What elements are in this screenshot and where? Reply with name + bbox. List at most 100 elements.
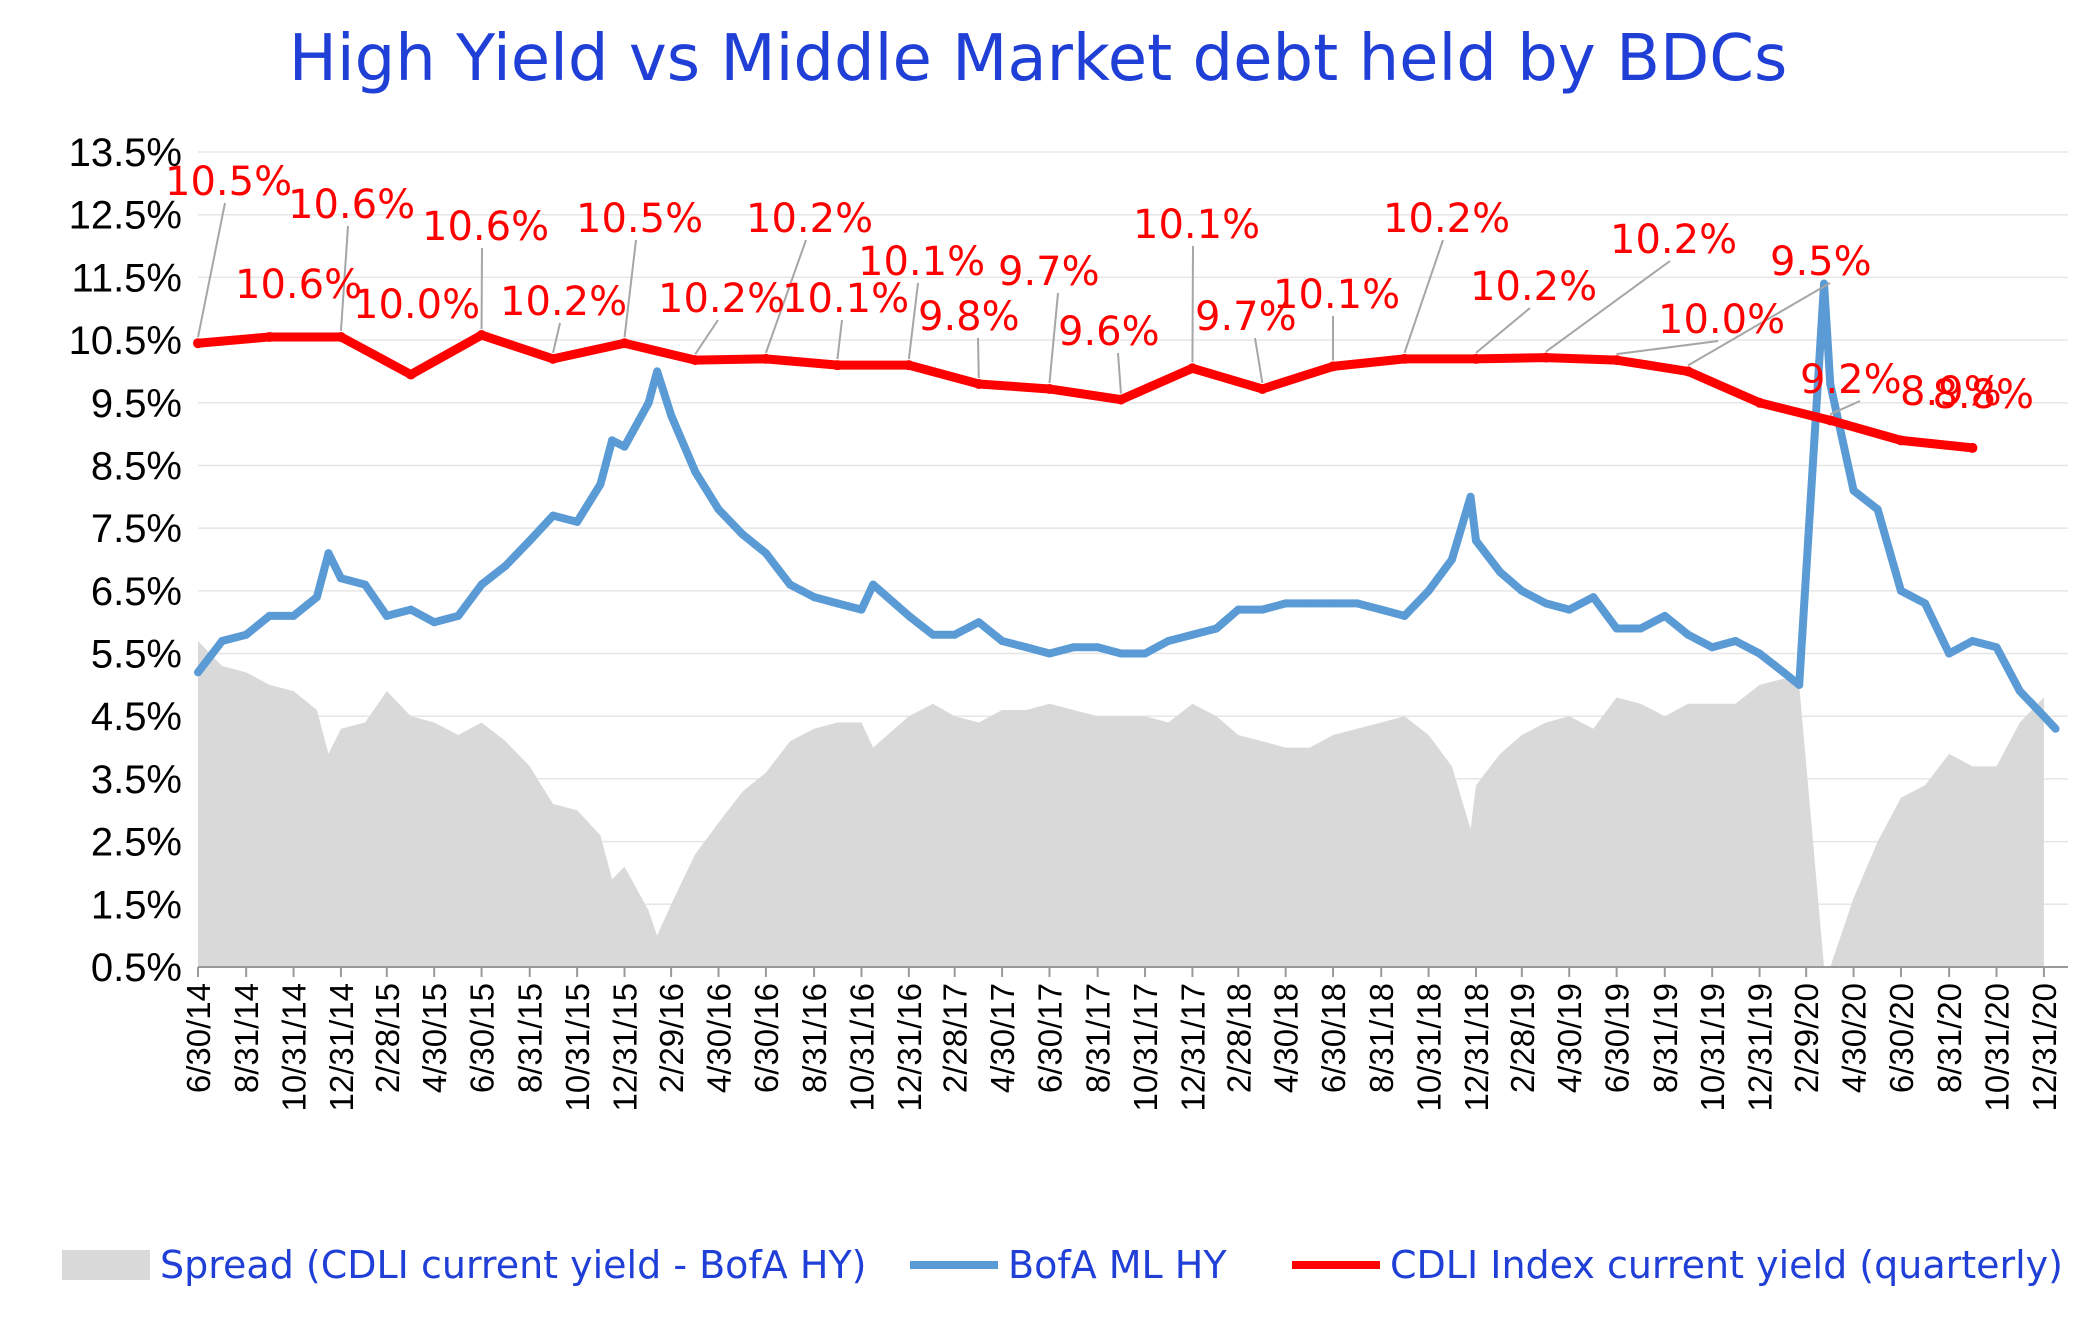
- hy-point: [1992, 643, 2001, 652]
- hy-point: [833, 599, 842, 608]
- cdli-data-label: 9.6%: [1058, 309, 1160, 355]
- x-tick-label: 4/30/18: [1268, 983, 1305, 1093]
- cdli-data-label: 10.5%: [576, 196, 703, 242]
- hy-point: [1116, 649, 1125, 658]
- label-leader-line: [339, 225, 349, 332]
- x-tick-label: 4/30/20: [1836, 983, 1873, 1093]
- x-tick-label: 8/31/15: [512, 983, 549, 1093]
- hy-point: [1541, 599, 1550, 608]
- spread-area: [198, 641, 2044, 967]
- hy-point: [1589, 593, 1598, 602]
- cdli-point: [548, 353, 559, 364]
- x-tick-label: 6/30/19: [1599, 983, 1636, 1093]
- y-tick-label: 10.5%: [69, 319, 182, 363]
- hy-point: [998, 637, 1007, 645]
- hy-point: [265, 611, 274, 620]
- hy-point: [1826, 379, 1835, 388]
- hy-point: [194, 668, 202, 677]
- legend: Spread (CDLI current yield - BofA HY) Bo…: [62, 1243, 2063, 1287]
- hy-point: [1447, 555, 1456, 564]
- hy-point: [2039, 712, 2048, 721]
- cdli-point: [1683, 366, 1694, 377]
- y-tick-label: 0.5%: [91, 946, 182, 990]
- cdli-point: [1967, 442, 1978, 453]
- cdli-data-label: 9.2%: [1800, 357, 1902, 403]
- hy-point: [1164, 637, 1173, 645]
- hy-point: [1849, 486, 1858, 495]
- x-tick-label: 10/31/19: [1694, 983, 1731, 1111]
- label-leader-line: [1191, 245, 1194, 363]
- hy-line-series: [194, 279, 2060, 733]
- cdli-point: [1754, 397, 1765, 408]
- hy-point: [1281, 599, 1290, 608]
- hy-point: [218, 637, 227, 645]
- x-tick-label: 10/31/16: [843, 983, 880, 1111]
- cdli-data-label: 9.7%: [1195, 294, 1297, 340]
- hy-point: [1188, 630, 1197, 639]
- y-tick-label: 2.5%: [91, 821, 182, 865]
- label-leader-line: [1616, 340, 1719, 356]
- x-tick-label: 10/31/15: [559, 983, 596, 1111]
- hy-point: [312, 593, 321, 602]
- hy-point: [1684, 630, 1693, 639]
- cdli-point: [1825, 415, 1836, 426]
- legend-label-hy: BofA ML HY: [1008, 1243, 1227, 1287]
- cdli-data-label: 10.2%: [658, 276, 785, 322]
- cdli-point: [1611, 355, 1622, 366]
- hy-point: [596, 480, 605, 489]
- hy-point: [1093, 643, 1102, 652]
- y-tick-label: 6.5%: [91, 570, 182, 614]
- x-tick-label: 6/30/16: [748, 983, 785, 1093]
- label-leader-line: [764, 239, 807, 354]
- cdli-data-label: 10.2%: [1610, 217, 1737, 263]
- hy-point: [738, 530, 747, 539]
- hy-point: [761, 549, 770, 558]
- hy-point: [2015, 687, 2024, 696]
- x-tick-label: 8/31/16: [796, 983, 833, 1093]
- hy-point: [1873, 505, 1882, 514]
- hy-point: [608, 436, 617, 445]
- cdli-point: [903, 360, 914, 371]
- x-tick-label: 2/28/19: [1504, 983, 1541, 1093]
- cdli-data-label: 8.9%: [1900, 369, 2002, 415]
- label-leader-line: [197, 202, 226, 338]
- hy-point: [1565, 605, 1574, 614]
- cdli-data-label: 10.1%: [1133, 202, 1260, 248]
- hy-point: [406, 605, 415, 614]
- hy-point: [714, 505, 723, 514]
- cdli-data-label: 10.2%: [746, 196, 873, 242]
- hy-point: [869, 580, 878, 589]
- cdli-point: [1044, 383, 1055, 394]
- x-tick-label: 4/30/15: [416, 983, 453, 1093]
- legend-label-spread: Spread (CDLI current yield - BofA HY): [160, 1243, 867, 1287]
- hy-point: [810, 593, 819, 602]
- y-axis: 13.5% 12.5% 11.5% 10.5% 9.5% 8.5% 7.5% 6.5% 5.5%…: [69, 131, 182, 990]
- hy-point: [667, 411, 676, 420]
- legend-swatch-spread: [62, 1250, 150, 1280]
- hy-point: [324, 549, 333, 558]
- data-labels: 10.5%10.6%10.6%10.0%10.6%10.2%10.5%10.2%…: [165, 159, 2034, 418]
- hy-point: [1353, 599, 1362, 608]
- hy-point: [1636, 624, 1645, 633]
- hy-point: [1472, 536, 1481, 545]
- hy-point: [1731, 637, 1740, 645]
- hy-point: [644, 398, 653, 407]
- x-tick-label: 12/31/17: [1174, 983, 1211, 1111]
- x-tick-label: 4/30/19: [1551, 983, 1588, 1093]
- y-tick-label: 11.5%: [72, 256, 182, 300]
- hy-point: [1708, 643, 1717, 652]
- label-leader-line: [1048, 292, 1059, 384]
- cdli-data-label: 9.8%: [918, 294, 1020, 340]
- x-tick-label: 12/31/15: [607, 983, 644, 1111]
- y-tick-label: 3.5%: [91, 758, 182, 802]
- y-tick-label: 8.5%: [91, 444, 182, 488]
- cdli-data-label: 10.1%: [858, 239, 985, 285]
- x-tick-label: 2/29/16: [653, 983, 690, 1093]
- hy-point: [904, 611, 913, 620]
- label-leader-line: [977, 337, 980, 378]
- legend-label-cdli: CDLI Index current yield (quarterly): [1390, 1243, 2063, 1287]
- cdli-data-label: 8.8%: [1932, 372, 2034, 418]
- hy-point: [691, 467, 700, 476]
- cdli-point: [1399, 353, 1410, 364]
- x-tick-label: 4/30/17: [984, 983, 1021, 1093]
